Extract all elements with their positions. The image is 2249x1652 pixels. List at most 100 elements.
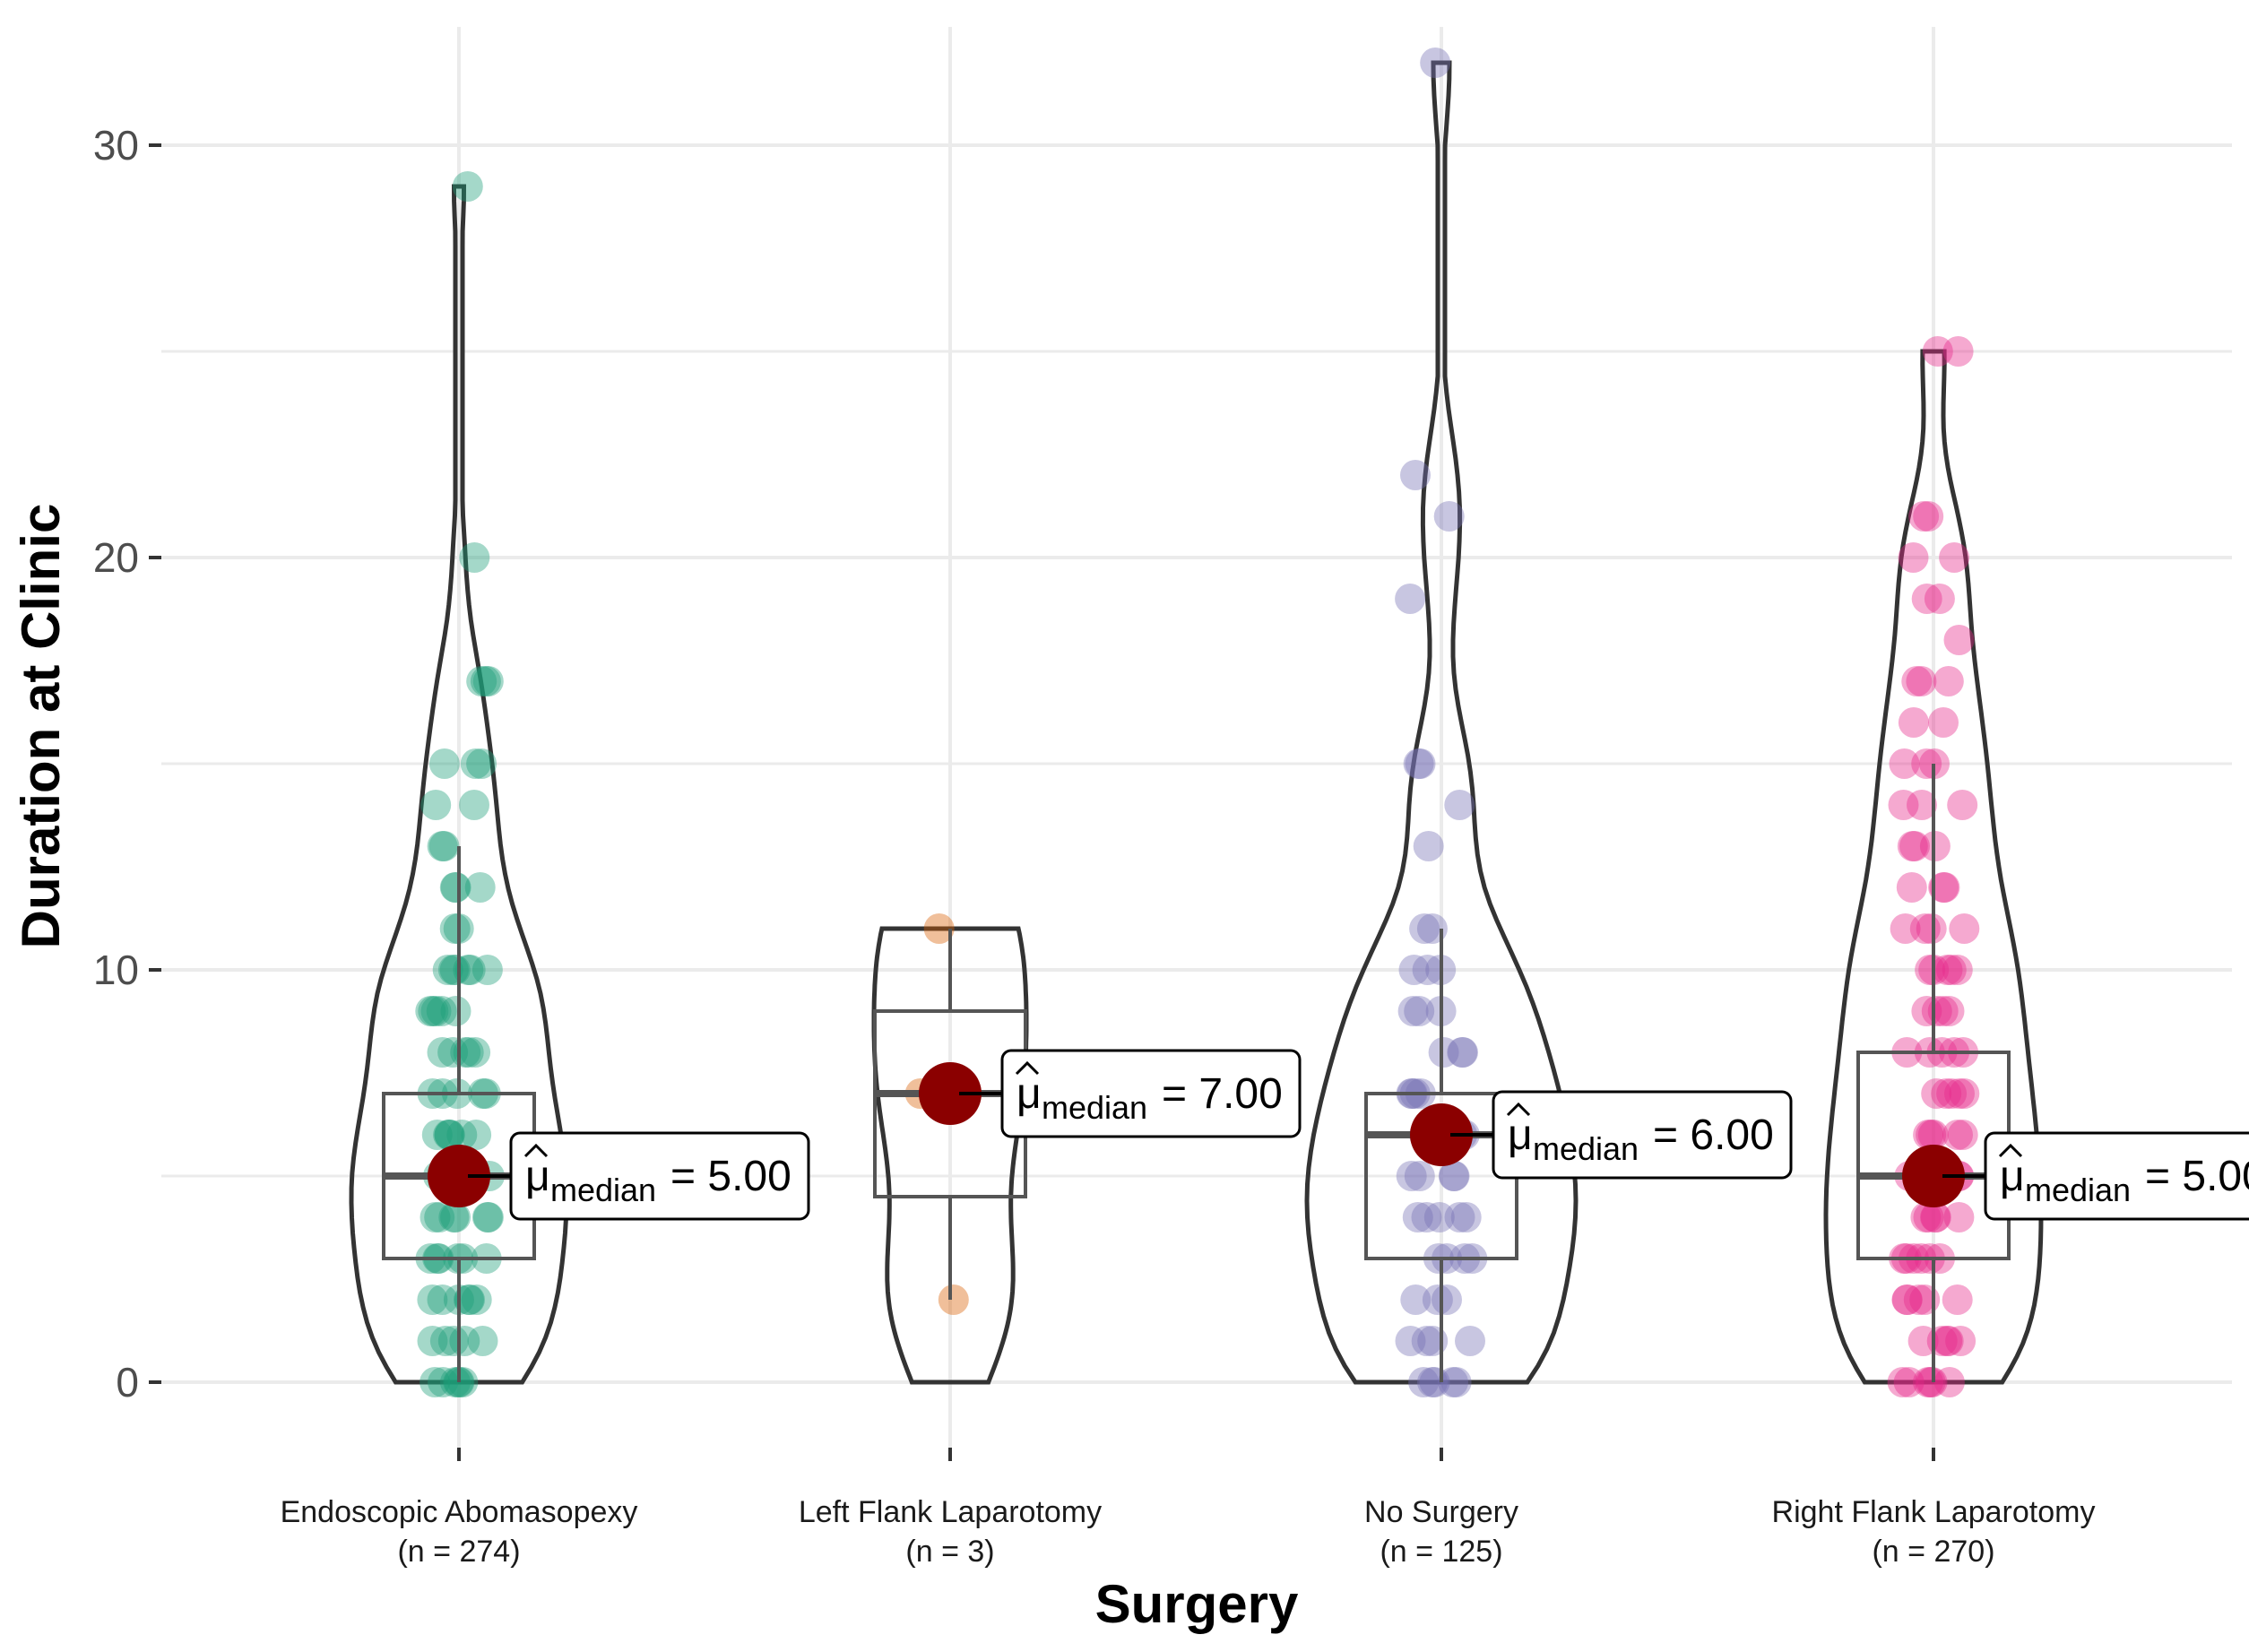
data-point [472,1202,504,1233]
data-point [1422,1284,1453,1315]
data-point [1906,666,1937,696]
data-point [1891,1284,1923,1315]
violin-1 [871,926,1029,1385]
data-point [1889,748,1920,779]
data-point [1412,955,1443,985]
y-tick-label: 30 [93,122,139,169]
data-point [1433,501,1465,532]
data-point [1936,1078,1968,1109]
data-point [1921,1078,1952,1109]
data-point [1911,748,1942,779]
data-point [420,1367,451,1397]
data-point [467,1326,498,1356]
violin-0 [349,184,569,1385]
data-point [440,996,471,1026]
data-point [449,1326,480,1356]
data-point [1450,1202,1482,1233]
data-point [1898,707,1929,738]
data-point [1898,542,1929,573]
data-point [1428,1037,1459,1068]
median-markers [428,1062,1965,1207]
data-point [1942,336,1974,367]
annotation-hat [523,1143,549,1158]
data-point [1896,872,1927,903]
data-point [1933,996,1965,1026]
data-point [1908,501,1940,532]
data-point [1417,1326,1449,1356]
data-point [1947,790,1978,820]
data-point [1931,1078,1962,1109]
data-point [466,666,497,696]
data-point [453,1037,484,1068]
data-point [1907,1326,1939,1356]
annotation-subscript: median [1042,1089,1147,1126]
annotation-box [1000,1049,1302,1138]
data-point [1932,1326,1963,1356]
data-point [1928,707,1959,738]
x-tick-sample-size: (n = 125) [1380,1535,1502,1569]
data-point [1402,1202,1433,1233]
x-tick-label: Right Flank Laparotomy [1772,1495,2096,1529]
data-point [1395,584,1426,614]
data-point [1935,955,1967,985]
data-point [439,955,471,985]
data-point [1917,1120,1949,1150]
data-point [1924,584,1955,614]
y-axis: 0 10 20 30 [93,122,161,1405]
data-point [1444,1202,1475,1233]
median-point [428,1145,490,1207]
annotation-value: = 5.00 [2145,1153,2249,1200]
data-point [1945,1326,1977,1356]
data-point [1411,1202,1442,1233]
data-point [421,1120,453,1150]
data-point [420,1202,451,1233]
annotation-hat [1015,1060,1040,1076]
data-point [1933,1367,1965,1397]
x-tick-sample-size: (n = 270) [1872,1535,1994,1569]
data-point [1396,1161,1427,1191]
data-point [1942,1120,1973,1150]
data-point [428,748,460,779]
data-point [428,831,460,861]
x-tick-sample-size: (n = 274) [397,1535,520,1569]
data-point [1939,542,1970,573]
data-point [1420,48,1451,78]
data-point [1887,1367,1918,1397]
data-point [1913,1120,1944,1150]
data-point [432,955,463,985]
data-point [1444,790,1475,820]
annotation-subscript: median [2025,1172,2131,1208]
data-point [440,1202,471,1233]
data-point [1411,1326,1442,1356]
data-point [1455,1326,1485,1356]
x-axis: Endoscopic Abomasopexy (n = 274) Left Flan… [281,1448,2096,1569]
data-point [417,1284,448,1315]
data-point [464,872,496,903]
y-tick-label: 10 [93,947,139,993]
data-point [460,748,491,779]
median-point [1410,1103,1473,1166]
annotation-mu: μ [1508,1111,1533,1159]
annotation-value: = 7.00 [1162,1070,1283,1118]
data-point [466,748,497,779]
data-point [1440,1367,1472,1397]
data-point [420,790,452,820]
annotation-box [1984,1131,2249,1221]
data-point [1397,996,1429,1026]
data-point [1890,913,1921,944]
data-point [1438,1367,1468,1397]
data-point [1916,1120,1947,1150]
data-point [1949,913,1980,944]
y-tick-label: 0 [116,1359,139,1405]
violin-3 [1823,349,2044,1385]
data-point [923,913,955,944]
data-point [1400,460,1431,490]
violin-2 [1304,60,1579,1385]
data-point [1928,872,1959,903]
data-point [1888,790,1919,820]
data-point [1901,666,1933,696]
data-point [1932,955,1963,985]
data-point [428,1367,459,1397]
data-point [1907,790,1937,820]
data-point [418,996,449,1026]
